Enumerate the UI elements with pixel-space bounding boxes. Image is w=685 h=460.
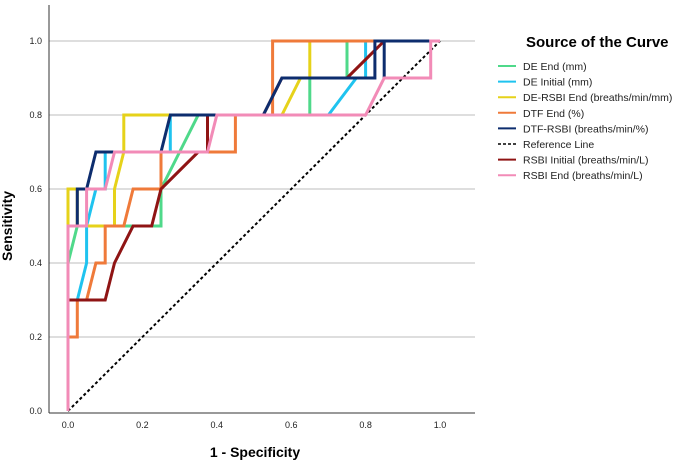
legend-label: DTF End (%) bbox=[523, 108, 584, 120]
legend: Source of the Curve DE End (mm) DE Initia… bbox=[498, 34, 672, 182]
x-tick-label: 0.2 bbox=[136, 420, 149, 430]
x-tick-label: 0.6 bbox=[285, 420, 298, 430]
x-axis-title: 1 - Specificity bbox=[210, 444, 300, 460]
curve-reference-line bbox=[67, 40, 441, 412]
legend-label: DE End (mm) bbox=[523, 61, 587, 73]
y-axis-title: Sensitivity bbox=[0, 191, 15, 261]
legend-label: DE-RSBI End (breaths/min/mm) bbox=[523, 92, 672, 104]
axes bbox=[48, 5, 475, 414]
y-tick-label: 1.0 bbox=[29, 36, 42, 46]
legend-title: Source of the Curve bbox=[526, 34, 669, 51]
legend-label: Reference Line bbox=[523, 139, 594, 151]
legend-label: DE Initial (mm) bbox=[523, 77, 592, 89]
legend-label: RSBI Initial (breaths/min/L) bbox=[523, 155, 648, 167]
y-tick-label: 0.2 bbox=[29, 332, 42, 342]
gridlines bbox=[49, 40, 475, 338]
legend-label: DTF-RSBI (breaths/min/%) bbox=[523, 123, 648, 135]
x-tick-label: 0.0 bbox=[62, 420, 75, 430]
curves bbox=[66, 39, 441, 412]
y-tick-label: 0.0 bbox=[29, 406, 42, 416]
x-tick-label: 1.0 bbox=[434, 420, 447, 430]
y-tick-label: 0.6 bbox=[29, 184, 42, 194]
x-tick-label: 0.8 bbox=[359, 420, 372, 430]
curve-de-end-mm bbox=[66, 39, 440, 411]
y-tick-label: 0.4 bbox=[29, 258, 42, 268]
legend-items: DE End (mm) DE Initial (mm) DE-RSBI End (b… bbox=[498, 61, 672, 182]
y-tick-label: 0.8 bbox=[29, 110, 42, 120]
y-tick-labels: 0.0 0.2 0.4 0.6 0.8 1.0 bbox=[29, 36, 42, 416]
curve-dtf-rsbi-breaths-min bbox=[66, 39, 440, 411]
legend-label: RSBI End (breaths/min/L) bbox=[523, 170, 643, 182]
curve-rsbi-end-breaths-min-l bbox=[66, 39, 440, 411]
x-tick-labels: 0.0 0.2 0.4 0.6 0.8 1.0 bbox=[62, 420, 447, 430]
x-tick-label: 0.4 bbox=[211, 420, 224, 430]
